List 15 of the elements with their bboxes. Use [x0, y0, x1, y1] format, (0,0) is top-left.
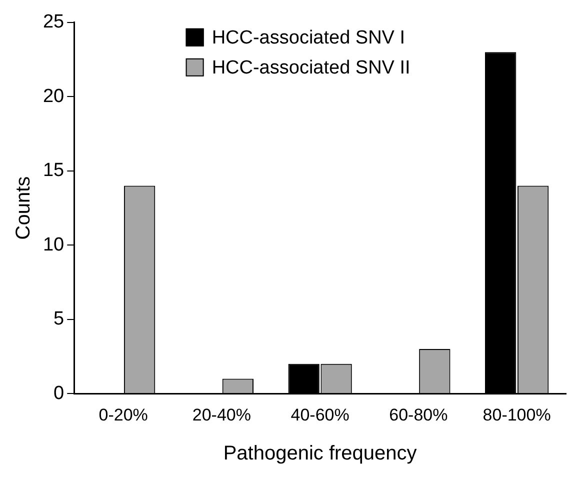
x-axis-title: Pathogenic frequency [223, 442, 417, 465]
x-tick-label: 20-40% [192, 405, 251, 424]
y-tick-label: 15 [42, 160, 64, 182]
y-tick-label: 20 [42, 86, 64, 107]
y-tick-label: 25 [42, 12, 64, 33]
x-tick-label: 0-20% [98, 405, 148, 424]
y-tick-label: 5 [54, 308, 64, 330]
x-tick-label: 60-80% [389, 405, 448, 424]
y-axis-title: Counts [12, 176, 35, 240]
x-tick-label: 40-60% [290, 405, 350, 424]
legend-label: HCC-associated SNV I [212, 28, 406, 49]
y-tick-label: 0 [54, 382, 64, 404]
legend-label: HCC-associated SNV II [212, 58, 410, 79]
x-tick-label: 80-100% [482, 405, 551, 424]
y-tick-label: 10 [42, 234, 64, 256]
